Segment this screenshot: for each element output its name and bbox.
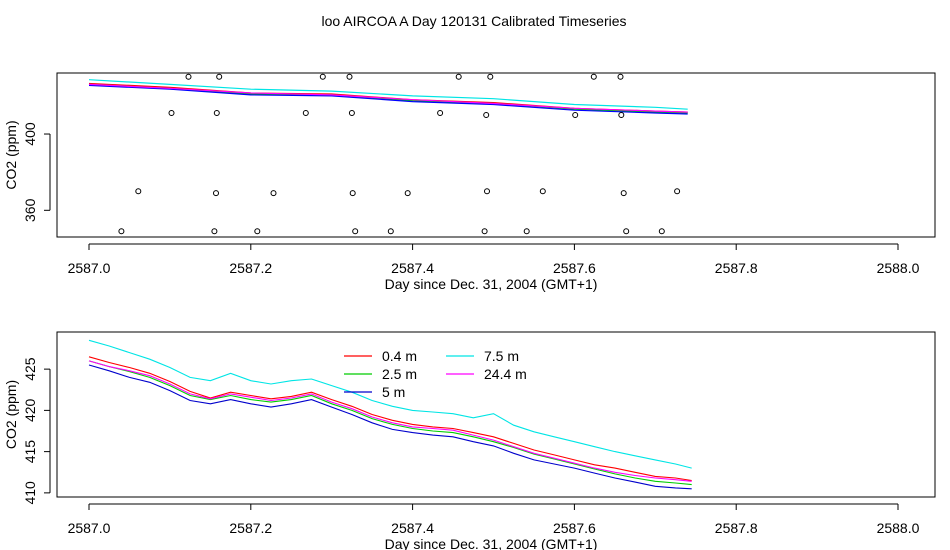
y-axis-title: CO2 (ppm) (3, 120, 19, 189)
data-point (618, 112, 625, 118)
data-point (319, 73, 326, 80)
series-line (88, 356, 692, 482)
series-line (88, 360, 692, 486)
x-tick-label: 2587.8 (715, 260, 758, 276)
data-point (346, 73, 353, 80)
series-line (88, 360, 692, 482)
y-tick-label: 415 (22, 440, 38, 464)
data-point (185, 73, 192, 80)
x-axis-title: Day since Dec. 31, 2004 (GMT+1) (385, 536, 598, 550)
data-point (168, 110, 175, 116)
data-point (118, 228, 125, 235)
data-point (213, 110, 220, 116)
data-point (674, 188, 681, 195)
x-tick-label: 2587.0 (68, 260, 111, 276)
data-point (254, 228, 261, 235)
series-line (88, 339, 692, 469)
legend: 0.4 m 2.5 m 5 m 7.5 m 24.4 m (344, 348, 527, 400)
lower-panel: 2587.0 2587.2 2587.4 2587.6 2587.8 2588.0 Day … (3, 331, 936, 550)
series-line (88, 83, 688, 113)
plot-frame (56, 72, 936, 238)
series-line (88, 79, 688, 110)
data-point (487, 73, 494, 80)
data-point (302, 110, 309, 116)
data-point (387, 228, 394, 235)
data-point (352, 228, 359, 235)
x-axis-title: Day since Dec. 31, 2004 (GMT+1) (385, 276, 598, 292)
data-point (216, 73, 223, 80)
x-tick-label: 2587.2 (229, 260, 272, 276)
data-point (658, 228, 665, 235)
data-point (590, 73, 597, 80)
legend-label: 7.5 m (484, 348, 519, 364)
data-point (483, 112, 490, 118)
data-point (455, 73, 462, 80)
x-tick-label: 2587.6 (553, 520, 596, 536)
data-point (617, 73, 624, 80)
series-line (88, 84, 688, 115)
data-point (572, 112, 579, 118)
data-point (484, 188, 490, 195)
data-point (270, 190, 277, 197)
data-point (348, 110, 355, 116)
data-point (404, 190, 411, 197)
chart-title: loo AIRCOA A Day 120131 Calibrated Times… (321, 13, 626, 29)
data-point (539, 188, 546, 195)
x-tick-label: 2587.4 (391, 260, 434, 276)
legend-label: 24.4 m (484, 366, 527, 382)
data-point (523, 228, 530, 235)
legend-label: 2.5 m (382, 366, 417, 382)
data-point (211, 228, 218, 235)
legend-label: 0.4 m (382, 348, 417, 364)
x-tick-label: 2587.4 (391, 520, 434, 536)
legend-label: 5 m (382, 384, 405, 400)
x-tick-label: 2587.8 (715, 520, 758, 536)
data-point (481, 228, 488, 235)
y-tick-label: 425 (22, 357, 38, 381)
y-tick-label: 420 (22, 398, 38, 422)
x-tick-label: 2588.0 (877, 520, 920, 536)
x-tick-label: 2587.2 (229, 520, 272, 536)
x-tick-label: 2588.0 (877, 260, 920, 276)
y-axis-title: CO2 (ppm) (3, 380, 19, 449)
y-tick-label: 410 (22, 481, 38, 505)
data-point (437, 110, 444, 116)
data-point (135, 188, 142, 195)
x-tick-label: 2587.0 (68, 520, 111, 536)
y-tick-label: 360 (22, 198, 38, 222)
data-point (349, 190, 356, 197)
series-line (88, 364, 692, 490)
data-point (623, 228, 630, 235)
upper-panel: 2587.0 2587.2 2587.4 2587.6 2587.8 2588.0 Day … (3, 72, 936, 292)
plot-frame (56, 331, 936, 498)
data-point (213, 190, 219, 197)
x-tick-label: 2587.6 (553, 260, 596, 276)
y-tick-label: 400 (22, 122, 38, 146)
data-point (620, 190, 627, 197)
